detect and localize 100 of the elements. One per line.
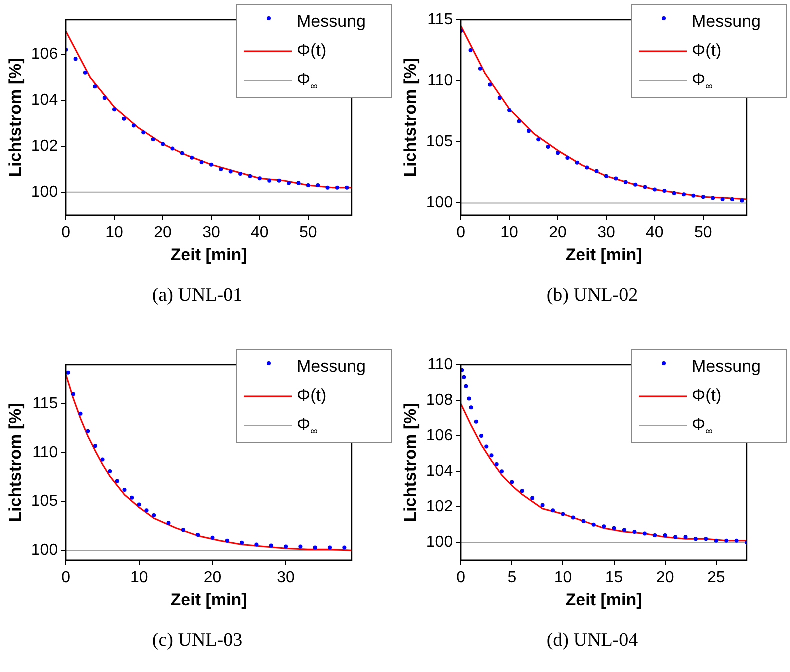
point bbox=[132, 124, 136, 128]
y-axis-title: Lichtstrom [%] bbox=[6, 403, 25, 522]
text: (d) UNL-04 bbox=[546, 630, 640, 652]
point bbox=[614, 176, 618, 181]
x-tick-label: 20 bbox=[154, 224, 172, 242]
point bbox=[622, 528, 626, 532]
point bbox=[93, 444, 98, 448]
y-tick-label: 110 bbox=[428, 72, 454, 90]
y-axis-title: Lichtstrom [%] bbox=[6, 58, 25, 178]
point bbox=[86, 429, 90, 434]
point bbox=[602, 524, 606, 529]
point bbox=[210, 536, 215, 540]
text: (a) UNL-01 bbox=[151, 285, 244, 307]
point bbox=[724, 538, 729, 543]
point bbox=[100, 458, 105, 462]
y-tick-label: 106 bbox=[31, 46, 58, 63]
point bbox=[561, 512, 566, 516]
point bbox=[571, 516, 576, 520]
y-tick-label: 115 bbox=[428, 11, 454, 28]
point bbox=[604, 174, 608, 178]
y-tick-label: 110 bbox=[32, 444, 58, 462]
point bbox=[287, 181, 292, 186]
point bbox=[566, 156, 570, 160]
x-tick-label: 10 bbox=[106, 224, 124, 242]
point bbox=[181, 528, 186, 532]
point bbox=[692, 194, 696, 198]
legend-label: Messung bbox=[692, 12, 761, 32]
y-tick-label: 100 bbox=[426, 534, 454, 552]
x-tick-label: 40 bbox=[646, 224, 664, 242]
point bbox=[74, 57, 78, 62]
point bbox=[711, 196, 716, 200]
point bbox=[498, 96, 502, 100]
point bbox=[248, 174, 252, 178]
point bbox=[268, 178, 272, 183]
point bbox=[151, 138, 156, 142]
legend-label: Φ(t) bbox=[297, 41, 327, 60]
y-tick-label: 110 bbox=[428, 356, 454, 374]
x-tick-label: 20 bbox=[204, 569, 222, 586]
point bbox=[672, 191, 676, 196]
point bbox=[115, 479, 120, 484]
point bbox=[467, 396, 472, 401]
x-axis-title: Zeit [min] bbox=[566, 590, 642, 610]
point bbox=[674, 535, 678, 540]
text: (c) UNL-03 bbox=[151, 630, 244, 652]
point bbox=[612, 526, 616, 530]
point bbox=[144, 508, 149, 513]
point bbox=[462, 375, 466, 380]
point bbox=[284, 544, 288, 549]
x-tick-label: 30 bbox=[277, 569, 296, 586]
point bbox=[643, 185, 648, 190]
x-tick-label: 0 bbox=[62, 569, 71, 586]
point bbox=[209, 162, 214, 167]
y-tick-label: 115 bbox=[32, 395, 58, 412]
point bbox=[112, 108, 117, 112]
point bbox=[488, 82, 492, 87]
point bbox=[469, 406, 474, 410]
point bbox=[500, 470, 504, 474]
point bbox=[461, 368, 464, 372]
y-tick-label: 100 bbox=[426, 194, 454, 212]
point bbox=[624, 180, 628, 184]
point bbox=[517, 119, 522, 124]
point bbox=[701, 195, 706, 200]
point bbox=[238, 172, 243, 176]
point bbox=[652, 188, 657, 192]
point bbox=[122, 488, 127, 492]
point bbox=[345, 186, 350, 190]
x-tick-label: 25 bbox=[707, 569, 726, 586]
legend-label: Φ∞ bbox=[692, 70, 713, 92]
point bbox=[108, 469, 112, 474]
point bbox=[298, 544, 303, 549]
point bbox=[161, 142, 166, 146]
y-tick-label: 108 bbox=[426, 392, 454, 409]
point bbox=[313, 546, 318, 550]
point bbox=[526, 129, 531, 134]
text: (b) UNL-02 bbox=[546, 285, 640, 307]
point bbox=[740, 198, 744, 203]
y-tick-label: 106 bbox=[426, 427, 454, 444]
point bbox=[306, 184, 310, 188]
point bbox=[269, 544, 274, 548]
point bbox=[137, 502, 142, 507]
point bbox=[632, 530, 637, 534]
point bbox=[494, 462, 499, 466]
x-tick-label: 50 bbox=[299, 224, 318, 242]
point bbox=[734, 538, 739, 543]
point bbox=[714, 538, 718, 543]
point bbox=[720, 198, 725, 202]
point bbox=[556, 151, 560, 156]
legend-label: Φ(t) bbox=[297, 386, 327, 406]
y-tick-label: 100 bbox=[31, 184, 58, 201]
point bbox=[540, 503, 545, 508]
point bbox=[594, 169, 599, 174]
point bbox=[240, 540, 244, 545]
point bbox=[575, 160, 580, 165]
point bbox=[592, 522, 596, 527]
point bbox=[326, 186, 330, 190]
point bbox=[546, 145, 550, 150]
x-tick-label: 30 bbox=[202, 224, 220, 242]
x-tick-label: 0 bbox=[456, 224, 466, 242]
point bbox=[219, 167, 224, 172]
point bbox=[550, 508, 555, 513]
